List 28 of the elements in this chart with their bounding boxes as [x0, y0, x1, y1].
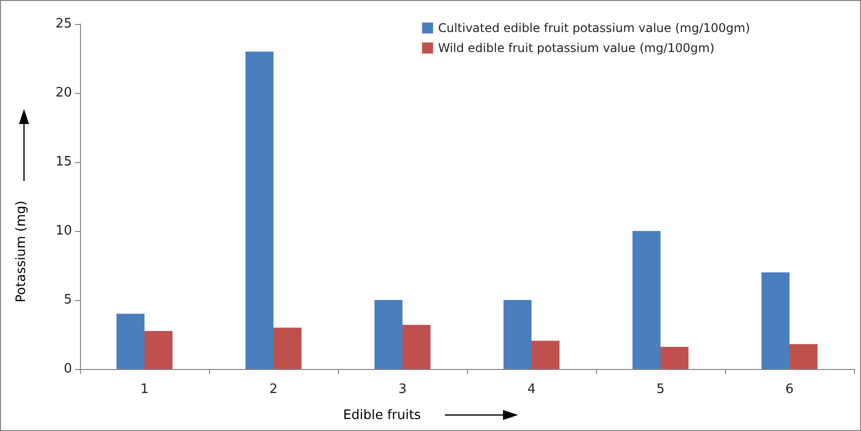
bar [246, 52, 274, 369]
y-tick-label: 0 [64, 362, 72, 376]
x-tick-label: 1 [140, 382, 149, 397]
bar [144, 331, 172, 369]
x-tick-label: 2 [269, 382, 278, 397]
legend-label: Cultivated edible fruit potassium value (mg/100gm) [438, 21, 750, 35]
y-tick-label: 25 [55, 16, 72, 32]
x-tick-label: 3 [398, 382, 407, 397]
bar [402, 324, 430, 369]
y-tick-label: 10 [55, 224, 72, 238]
y-tick-label: 15 [55, 154, 72, 170]
bar [632, 231, 660, 369]
x-axis-title: Edible fruits [343, 408, 422, 423]
bar [762, 272, 790, 369]
legend-label: Wild edible fruit potassium value (mg/100gm) [438, 41, 714, 55]
bar [660, 346, 688, 369]
y-tick-label: 5 [64, 292, 72, 308]
x-tick-label: 5 [656, 382, 665, 397]
bar [374, 300, 402, 369]
x-tick-label: 6 [785, 382, 794, 397]
x-tick-label: 4 [527, 382, 536, 397]
bar [790, 344, 818, 369]
bar [532, 340, 560, 369]
bar [274, 328, 302, 369]
y-tick-label: 20 [55, 86, 72, 100]
y-axis-title: Potassium (mg) [14, 200, 29, 302]
bar [116, 314, 144, 369]
bar [504, 300, 532, 369]
